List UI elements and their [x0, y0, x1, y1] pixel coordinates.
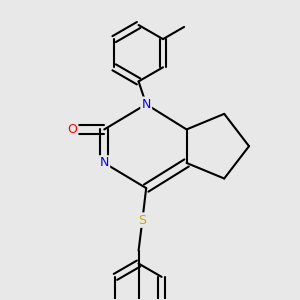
Text: N: N: [142, 98, 151, 111]
Text: O: O: [67, 123, 77, 136]
Text: N: N: [100, 157, 109, 169]
Text: S: S: [138, 214, 146, 226]
